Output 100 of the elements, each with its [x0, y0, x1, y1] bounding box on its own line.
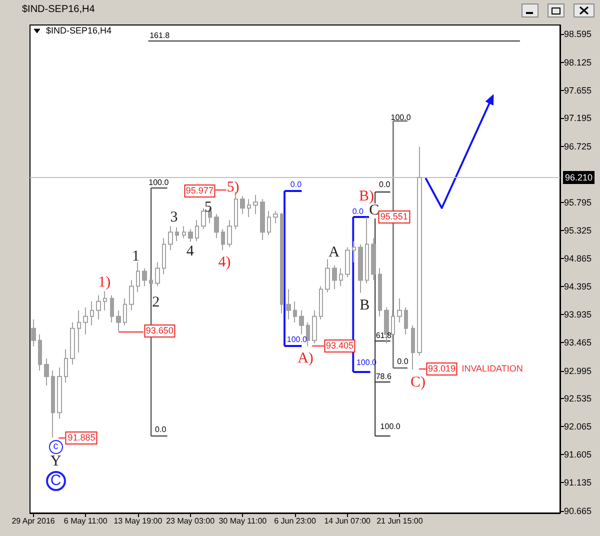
annotation: B) — [358, 188, 374, 204]
candlestick — [57, 366, 62, 420]
y-tick-label: 90.665 — [564, 506, 592, 516]
annotation: c — [48, 440, 63, 454]
candlestick — [83, 306, 88, 335]
annotation: 95.977 — [184, 184, 216, 198]
candlestick — [352, 240, 356, 263]
candlestick — [273, 210, 278, 224]
candlestick — [312, 310, 317, 344]
candlestick — [221, 228, 225, 251]
y-tick-label: 92.065 — [564, 422, 592, 432]
candlestick — [162, 238, 166, 275]
annotation: 1 — [132, 248, 140, 264]
annotation: 95.551 — [378, 210, 410, 224]
annotation: A — [328, 244, 340, 260]
candlestick — [129, 280, 134, 311]
x-tick-label: 6 May 11:00 — [64, 516, 108, 526]
y-tick-label: 97.195 — [564, 113, 592, 124]
annotation: 0.0 — [155, 425, 166, 434]
candlestick — [195, 220, 199, 242]
candlestick — [110, 294, 114, 323]
annotation: A) — [298, 350, 314, 366]
candlestick — [371, 238, 376, 281]
candlestick — [397, 298, 402, 323]
candlestick — [417, 146, 422, 356]
candlestick — [136, 262, 140, 293]
y-tick-label: 94.865 — [564, 253, 592, 264]
ref-line-label: 96.210 — [565, 172, 593, 182]
x-tick-label: 23 May 03:00 — [166, 516, 216, 526]
annotation: 0.0 — [379, 180, 390, 189]
candlestick — [168, 226, 173, 251]
candlestick — [77, 310, 81, 353]
candlestick — [240, 196, 245, 215]
candlestick — [365, 216, 369, 284]
annotation: 100.0 — [380, 422, 400, 431]
y-tick-label: 94.395 — [564, 282, 592, 292]
annotation: C — [46, 471, 66, 491]
y-tick-label: 96.725 — [564, 141, 592, 152]
annotation: 100.0 — [390, 113, 411, 122]
candlestick — [358, 244, 363, 294]
candlestick — [339, 268, 343, 287]
annotation: 93.405 — [324, 340, 356, 353]
candlestick — [51, 370, 55, 438]
chart-title: $IND-SEP16,H4 — [22, 4, 95, 15]
candlestick — [280, 212, 284, 314]
y-tick-label: 91.135 — [564, 478, 592, 488]
annotation: 5) — [226, 180, 240, 196]
candlestick — [142, 268, 147, 287]
annotation: 61.8 — [376, 331, 392, 340]
candlestick — [299, 310, 304, 335]
candlestick — [103, 290, 107, 311]
candlestick — [201, 208, 206, 230]
x-tick-label: 14 Jun 07:00 — [324, 516, 372, 526]
annotation: 5 — [204, 200, 212, 216]
candlestick — [188, 228, 193, 242]
annotation: 0.0 — [397, 357, 408, 366]
candlestick — [44, 358, 49, 386]
x-tick-label: 29 Apr 2016 — [12, 516, 56, 526]
annotation: 100.0 — [148, 178, 169, 187]
annotation: 100.0 — [286, 335, 307, 344]
candlestick — [123, 298, 127, 326]
y-tick-label: 93.935 — [564, 309, 592, 320]
annotation: C) — [410, 374, 426, 390]
y-tick-label: 91.605 — [564, 449, 592, 460]
candlestick — [214, 214, 219, 239]
candlestick — [70, 322, 75, 365]
candlestick — [64, 348, 68, 384]
candlestick — [267, 210, 271, 236]
annotation: 93.650 — [144, 324, 176, 338]
x-tick-label: 30 May 11:00 — [218, 516, 268, 526]
candlestick — [378, 268, 382, 317]
annotation: 0.0 — [352, 207, 364, 216]
candlestick — [155, 262, 160, 287]
candlestick — [319, 286, 323, 320]
candlestick — [247, 198, 251, 218]
candlestick — [293, 300, 297, 323]
candlestick — [116, 310, 121, 332]
candlestick — [260, 198, 265, 240]
y-tick-label: 98.125 — [564, 57, 592, 68]
annotation: INVALIDATION — [462, 364, 523, 374]
x-tick-label: 6 Jun 23:00 — [274, 516, 316, 526]
candlestick — [253, 194, 258, 215]
candlestick — [38, 334, 42, 371]
annotation: 2 — [152, 294, 160, 310]
y-tick-label: 95.795 — [564, 197, 592, 208]
annotation: $IND-SEP16,H4 — [46, 26, 112, 36]
candlestick — [345, 246, 350, 278]
candlestick — [149, 274, 153, 289]
candlestick — [227, 220, 232, 248]
x-tick-label: 13 May 19:00 — [114, 516, 163, 526]
candlestick — [31, 318, 36, 347]
y-tick-label: 95.325 — [564, 226, 592, 236]
annotation: 93.019 — [426, 362, 458, 376]
annotation: 161.8 — [150, 31, 170, 40]
annotation: 1) — [98, 274, 111, 290]
candlestick — [286, 288, 291, 320]
x-tick-label: 21 Jun 15:00 — [376, 516, 424, 526]
candlestick — [325, 258, 330, 293]
annotation: 91.885 — [66, 431, 98, 444]
candlestick — [332, 264, 337, 290]
